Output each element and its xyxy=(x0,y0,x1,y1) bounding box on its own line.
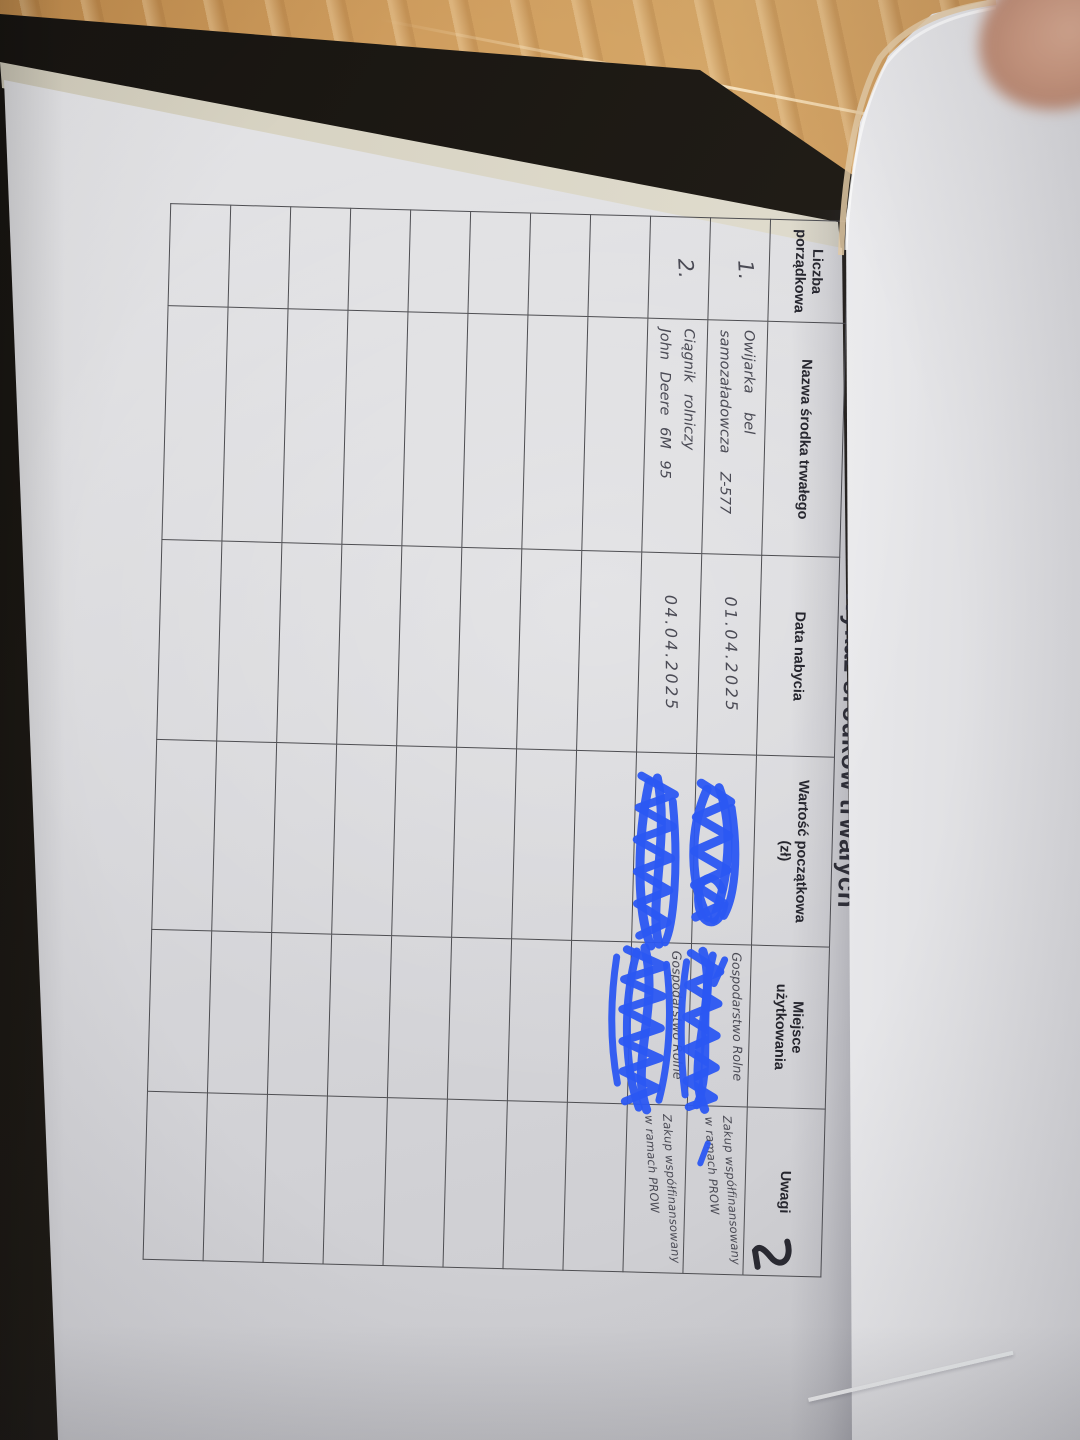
fixed-assets-table: Liczba porządkowa Nazwa środka trwałego … xyxy=(143,203,849,1277)
row1-initial-value-redacted xyxy=(691,753,757,946)
row2-asset-name: Ciągnik rolniczy John Deere 6M 95 xyxy=(656,328,697,479)
row2-acquisition-date: 04.04.2025 xyxy=(661,594,682,712)
row2-initial-value-redacted xyxy=(631,751,697,944)
lifted-page-shadow xyxy=(790,210,852,1440)
row1-place-of-use: Gospodarstwo Rolne xyxy=(729,952,746,1082)
row1-asset-name: Owijarka bel samozaładowcza Z-577 xyxy=(716,330,757,515)
row1-remarks: Zakup współfinansowany w ramach PROW xyxy=(702,1115,744,1266)
row2-number: 2. xyxy=(673,257,699,279)
rotated-document-content: Wykaz środków trwałych Liczba porządkowa… xyxy=(143,203,892,1282)
row2-remarks: Zakup współfinansowany w ramach PROW xyxy=(642,1113,684,1264)
row2-place-of-use: Gospodarstwo Rolne xyxy=(669,950,686,1080)
row1-number: 1. xyxy=(733,259,759,281)
row1-acquisition-date: 01.04.2025 xyxy=(721,596,742,714)
